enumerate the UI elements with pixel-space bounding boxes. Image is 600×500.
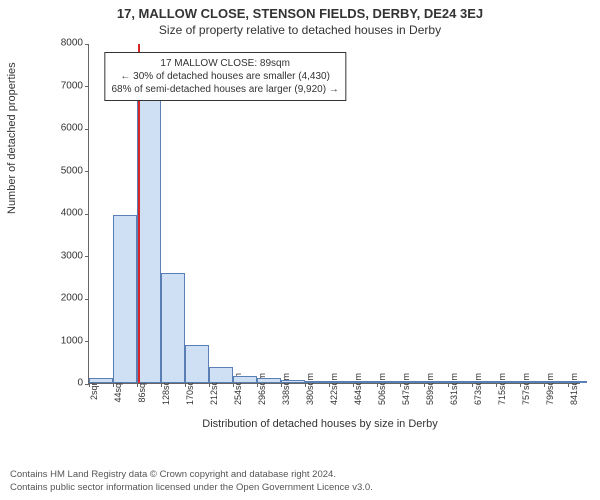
ytick-label: 3000 <box>61 250 83 261</box>
xtick-label: 338sqm <box>281 373 291 405</box>
plot-area: 0100020003000400050006000700080002sqm44s… <box>88 44 580 384</box>
xtick-label: 380sqm <box>305 373 315 405</box>
xtick-label: 589sqm <box>425 373 435 405</box>
chart-container: 17, MALLOW CLOSE, STENSON FIELDS, DERBY,… <box>0 0 600 500</box>
ytick-mark <box>85 341 89 342</box>
histogram-bar <box>161 273 185 384</box>
xtick-label: 715sqm <box>497 373 507 405</box>
histogram-bar <box>113 215 137 383</box>
ytick-mark <box>85 129 89 130</box>
histogram-bar <box>137 94 161 383</box>
footer-credits: Contains HM Land Registry data © Crown c… <box>10 469 373 494</box>
ytick-mark <box>85 86 89 87</box>
annotation-box: 17 MALLOW CLOSE: 89sqm← 30% of detached … <box>104 52 345 101</box>
xtick-label: 422sqm <box>329 373 339 405</box>
histogram-bar <box>377 381 401 383</box>
xtick-label: 673sqm <box>473 373 483 405</box>
annotation-line-2: ← 30% of detached houses are smaller (4,… <box>111 70 338 83</box>
xtick-label: 799sqm <box>545 373 555 405</box>
ytick-mark <box>85 44 89 45</box>
ytick-label: 4000 <box>61 208 83 219</box>
histogram-bar <box>305 381 329 383</box>
histogram-bar <box>521 381 545 383</box>
histogram-bar <box>353 381 377 383</box>
annotation-line-1: 17 MALLOW CLOSE: 89sqm <box>111 57 338 70</box>
ytick-label: 8000 <box>61 38 83 49</box>
footer-line-2: Contains public sector information licen… <box>10 482 373 494</box>
ytick-label: 5000 <box>61 165 83 176</box>
histogram-bar <box>257 378 281 383</box>
histogram-bar <box>89 378 113 383</box>
ytick-mark <box>85 171 89 172</box>
xtick-label: 631sqm <box>449 373 459 405</box>
xtick-label: 841sqm <box>569 373 579 405</box>
ytick-mark <box>85 299 89 300</box>
page-title: 17, MALLOW CLOSE, STENSON FIELDS, DERBY,… <box>0 0 600 21</box>
histogram-bar <box>401 381 425 383</box>
page-subtitle: Size of property relative to detached ho… <box>0 21 600 37</box>
histogram-bar <box>425 381 449 383</box>
ytick-label: 7000 <box>61 80 83 91</box>
ytick-label: 1000 <box>61 335 83 346</box>
xtick-label: 464sqm <box>353 373 363 405</box>
histogram-bar <box>497 381 521 383</box>
xtick-label: 506sqm <box>377 373 387 405</box>
xtick-label: 547sqm <box>401 373 411 405</box>
footer-line-1: Contains HM Land Registry data © Crown c… <box>10 469 373 481</box>
annotation-line-3: 68% of semi-detached houses are larger (… <box>111 83 338 96</box>
histogram-bar <box>233 376 257 383</box>
histogram-bar <box>449 381 473 383</box>
ytick-label: 0 <box>77 378 83 389</box>
xtick-label: 757sqm <box>521 373 531 405</box>
y-axis-label: Number of detached properties <box>6 62 18 214</box>
histogram-bar <box>281 380 305 383</box>
histogram-bar <box>473 381 497 383</box>
ytick-mark <box>85 214 89 215</box>
plot-wrap: Number of detached properties 0100020003… <box>60 44 580 414</box>
histogram-bar <box>185 345 209 383</box>
ytick-label: 6000 <box>61 123 83 134</box>
histogram-bar <box>209 367 233 383</box>
histogram-bar <box>563 381 587 383</box>
histogram-bar <box>329 381 353 383</box>
x-axis-label: Distribution of detached houses by size … <box>60 418 580 446</box>
ytick-mark <box>85 256 89 257</box>
ytick-label: 2000 <box>61 293 83 304</box>
